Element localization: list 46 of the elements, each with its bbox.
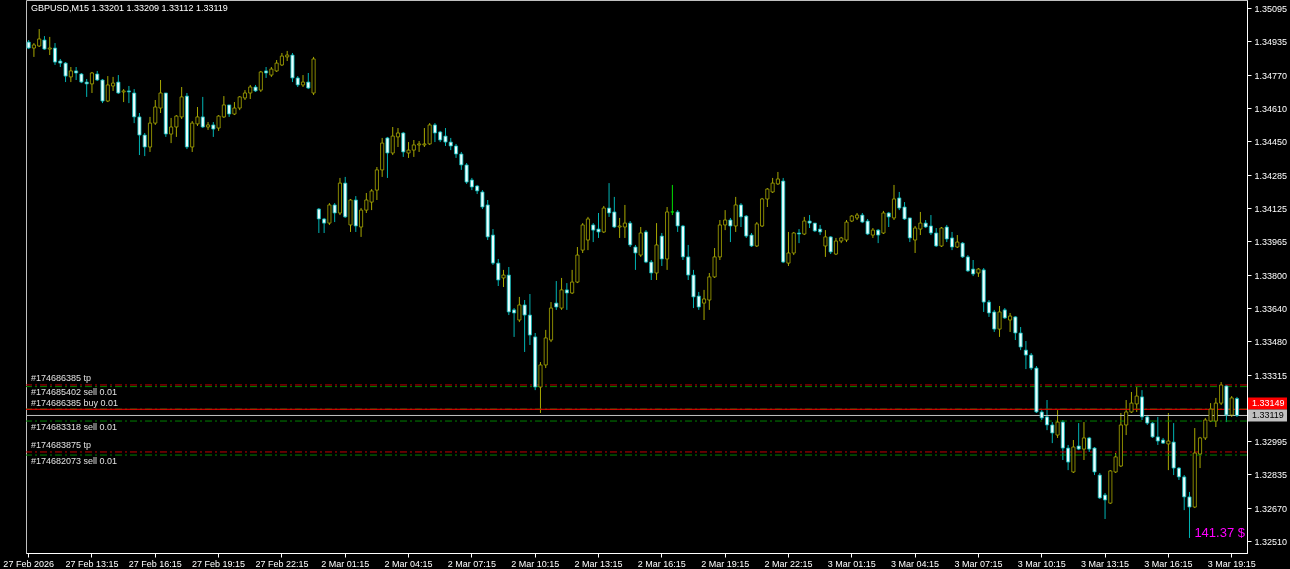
x-tick-label: 2 Mar 10:15 <box>511 558 560 569</box>
x-tick-label: 2 Mar 22:15 <box>764 558 813 569</box>
x-tick-label: 2 Mar 19:15 <box>701 558 750 569</box>
y-tick-label: 1.33800 <box>1254 270 1288 281</box>
x-tick-label: 27 Feb 22:15 <box>255 558 309 569</box>
x-tick-label: 3 Mar 19:15 <box>1207 558 1256 569</box>
y-tick-label: 1.33480 <box>1254 336 1288 347</box>
ref-line-label: #174685402 sell 0.01 <box>31 387 118 398</box>
y-tick-label: 1.34610 <box>1254 103 1288 114</box>
y-tick-label: 1.32995 <box>1254 436 1288 447</box>
ref-line-label: 1.33149 <box>1252 398 1285 409</box>
y-tick-label: 1.33315 <box>1254 370 1288 381</box>
chart-title: GBPUSD,M15 1.33201 1.33209 1.33112 1.33119 <box>31 3 228 13</box>
annotation: 141.37 $ <box>1194 525 1246 540</box>
y-tick-label: 1.35095 <box>1254 3 1288 14</box>
x-tick-label: 27 Feb 2026 <box>3 558 54 569</box>
x-tick-label: 3 Mar 13:15 <box>1081 558 1130 569</box>
x-tick-label: 2 Mar 01:15 <box>321 558 370 569</box>
y-tick-label: 1.34770 <box>1254 70 1288 81</box>
x-tick-label: 3 Mar 07:15 <box>954 558 1003 569</box>
ref-line-label: #174686385 buy 0.01 <box>31 397 119 408</box>
x-tick-label: 2 Mar 04:15 <box>384 558 433 569</box>
x-tick-label: 3 Mar 10:15 <box>1017 558 1066 569</box>
ref-line-label: #174686385 tp <box>31 373 92 384</box>
x-tick-label: 3 Mar 04:15 <box>891 558 940 569</box>
x-tick-label: 3 Mar 01:15 <box>827 558 876 569</box>
y-tick-label: 1.32510 <box>1254 536 1288 547</box>
y-tick-label: 1.34285 <box>1254 170 1288 181</box>
x-tick-label: 27 Feb 19:15 <box>192 558 246 569</box>
y-tick-label: 1.34450 <box>1254 136 1288 147</box>
x-tick-label: 2 Mar 07:15 <box>447 558 496 569</box>
x-tick-label: 27 Feb 13:15 <box>65 558 119 569</box>
y-tick-label: 1.32670 <box>1254 503 1288 514</box>
y-tick-label: 1.33640 <box>1254 303 1288 314</box>
ref-line-label: #174682073 sell 0.01 <box>31 455 118 466</box>
y-tick-label: 1.33965 <box>1254 236 1288 247</box>
ref-line-label: 1.33119 <box>1252 410 1284 421</box>
y-tick-label: 1.34125 <box>1254 203 1288 214</box>
x-tick-label: 2 Mar 16:15 <box>637 558 686 569</box>
y-tick-label: 1.34935 <box>1254 36 1288 47</box>
ref-line-label: #174683318 sell 0.01 <box>31 421 118 432</box>
x-tick-label: 2 Mar 13:15 <box>574 558 623 569</box>
x-tick-label: 3 Mar 16:15 <box>1144 558 1193 569</box>
x-tick-label: 27 Feb 16:15 <box>128 558 182 569</box>
ref-line-label: #174683875 tp <box>31 440 92 451</box>
y-tick-label: 1.32835 <box>1254 469 1288 480</box>
